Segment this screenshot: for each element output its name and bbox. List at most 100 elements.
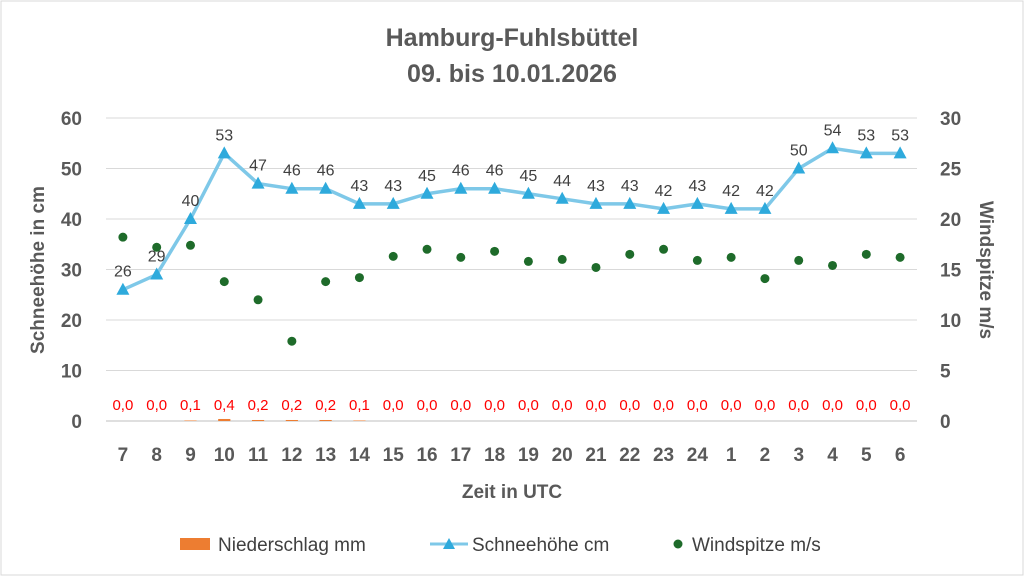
wind-gust-point [726, 252, 736, 262]
wind-gust-point [557, 254, 567, 264]
snow-depth-label: 53 [891, 127, 909, 144]
snow-depth-label: 46 [486, 163, 504, 180]
precipitation-label: 0,2 [281, 397, 302, 414]
precipitation-label: 0,0 [552, 397, 573, 414]
precipitation-label: 0,0 [755, 397, 776, 414]
legend-label-snow: Schneehöhe cm [472, 535, 609, 556]
wind-gust-point [118, 232, 128, 242]
wind-gust-point [219, 277, 229, 287]
x-tick-label: 2 [760, 445, 771, 466]
snow-depth-marker [116, 282, 130, 295]
wind-gust-point [523, 256, 533, 266]
x-tick-label: 1 [726, 445, 737, 466]
snow-depth-label: 46 [452, 163, 470, 180]
x-tick-label: 13 [315, 445, 336, 466]
precipitation-label: 0,0 [619, 397, 640, 414]
snow-depth-label: 43 [688, 178, 706, 195]
snow-depth-label: 45 [519, 168, 537, 185]
snow-depth-marker [150, 267, 164, 280]
snow-depth-label: 43 [587, 178, 605, 195]
precipitation-label: 0,0 [112, 397, 133, 414]
wind-gust-point [659, 244, 669, 254]
legend-swatch-snow-marker [443, 538, 455, 549]
y-left-tick-label: 10 [61, 362, 82, 383]
precipitation-label: 0,1 [349, 397, 370, 414]
precipitation-bar [285, 419, 298, 421]
precipitation-labels: 0,0 0,0 0,1 0,4 0,2 0,2 0,2 0,1 0,0 0,0 0,0 0,0 0,0 0… [112, 397, 910, 414]
y-left-tick-label: 0 [71, 412, 82, 433]
x-tick-label: 6 [895, 445, 906, 466]
y-right-tick-label: 10 [940, 311, 961, 332]
precipitation-label: 0,1 [180, 397, 201, 414]
snow-depth-label: 26 [114, 264, 132, 281]
snow-depth-marker [758, 201, 772, 214]
snow-depth-label: 43 [351, 178, 369, 195]
x-tick-label: 22 [619, 445, 640, 466]
y-left-tick-label: 60 [61, 109, 82, 130]
snow-depth-label: 46 [317, 163, 335, 180]
y-left-tick-label: 40 [61, 210, 82, 231]
precipitation-bar [218, 418, 231, 421]
precipitation-label: 0,0 [721, 397, 742, 414]
chart-title: Hamburg-Fuhlsbüttel [386, 24, 639, 52]
precipitation-label: 0,0 [484, 397, 505, 414]
chart-subtitle: 09. bis 10.01.2026 [407, 60, 617, 88]
x-axis-title: Zeit in UTC [462, 482, 563, 503]
legend-label-wind: Windspitze m/s [692, 535, 821, 556]
precipitation-bar [353, 420, 366, 421]
y-right-tick-label: 15 [940, 261, 962, 282]
y-axis-right-title: Windspitze m/s [975, 201, 996, 339]
wind-gust-point [354, 273, 364, 283]
wind-gust-point [152, 242, 162, 252]
precipitation-label: 0,0 [518, 397, 539, 414]
wind-gust-points [118, 232, 905, 346]
x-tick-label: 7 [118, 445, 129, 466]
y-right-tick-label: 0 [940, 412, 951, 433]
wind-gust-point [591, 262, 601, 272]
precipitation-label: 0,2 [248, 397, 269, 414]
snow-depth-marker [285, 181, 299, 194]
wind-gust-point [287, 336, 297, 346]
x-tick-label: 23 [653, 445, 674, 466]
snow-depth-marker [454, 181, 468, 194]
precipitation-label: 0,0 [687, 397, 708, 414]
y-right-tick-label: 25 [940, 160, 962, 181]
precipitation-label: 0,0 [653, 397, 674, 414]
wind-gust-point [388, 251, 398, 261]
snow-depth-label: 42 [722, 183, 740, 200]
snow-depth-label: 42 [756, 183, 774, 200]
snow-depth-labels: 26 29 40 53 47 46 46 43 43 45 46 46 45 44 43 43 42 43 42 42… [114, 122, 909, 280]
snow-depth-label: 53 [857, 127, 875, 144]
x-tick-label: 5 [861, 445, 872, 466]
snow-depth-marker [352, 196, 366, 209]
snow-depth-label: 53 [215, 127, 233, 144]
x-tick-label: 20 [552, 445, 573, 466]
snow-depth-marker [183, 212, 197, 224]
x-tick-label: 21 [585, 445, 607, 466]
y-axis-left-ticks: 0 10 20 30 40 50 60 [61, 109, 82, 433]
wind-gust-point [422, 244, 432, 254]
y-left-tick-label: 30 [61, 261, 82, 282]
x-tick-label: 24 [687, 445, 709, 466]
x-tick-label: 15 [383, 445, 405, 466]
y-right-tick-label: 5 [940, 362, 951, 383]
snow-depth-label: 43 [384, 178, 402, 195]
y-axis-left-title: Schneehöhe in cm [28, 186, 49, 354]
precipitation-label: 0,2 [315, 397, 336, 414]
x-tick-label: 16 [416, 445, 437, 466]
wind-gust-point [321, 277, 331, 287]
x-tick-label: 10 [214, 445, 235, 466]
precipitation-label: 0,0 [822, 397, 843, 414]
precipitation-bar [184, 420, 197, 421]
snow-depth-label: 54 [824, 122, 842, 139]
wind-gust-point [490, 246, 500, 256]
x-tick-label: 4 [827, 445, 838, 466]
x-tick-label: 17 [450, 445, 471, 466]
snow-depth-marker [251, 176, 265, 189]
x-tick-label: 14 [349, 445, 371, 466]
wind-gust-point [456, 252, 466, 262]
snow-depth-marker [724, 201, 738, 214]
y-left-tick-label: 20 [61, 311, 82, 332]
x-tick-label: 9 [185, 445, 196, 466]
